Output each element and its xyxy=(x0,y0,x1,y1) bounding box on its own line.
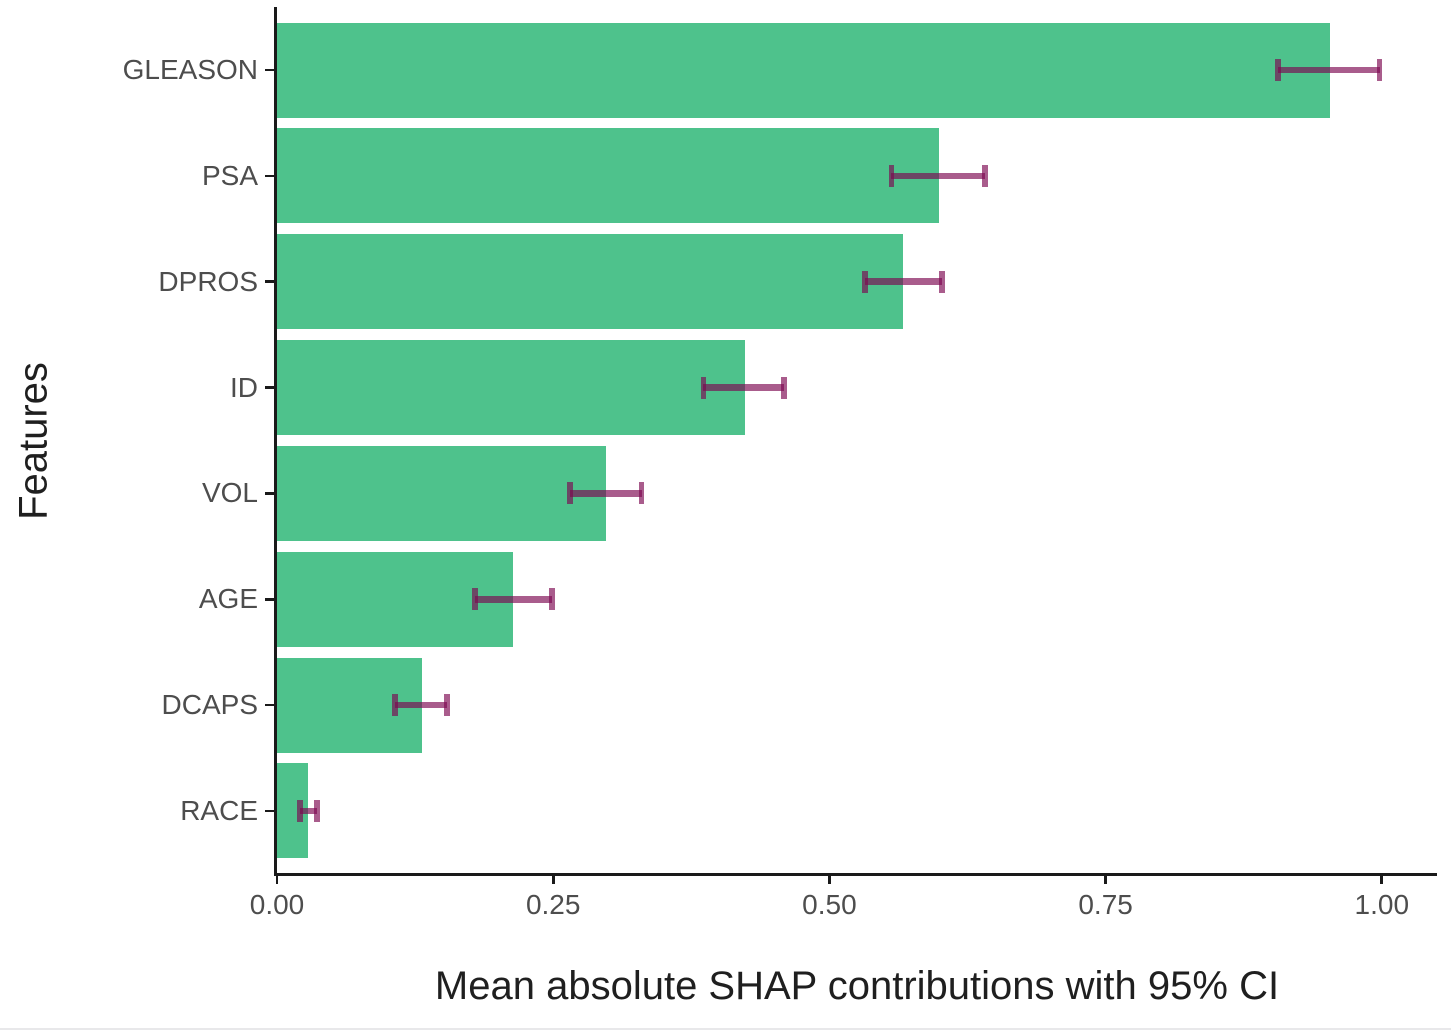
error-cap-high-vol xyxy=(638,482,645,505)
error-cap-low-age xyxy=(472,588,478,611)
y-tick-label-age: AGE xyxy=(198,583,258,615)
x-tick-0.00 xyxy=(275,875,279,884)
error-bar-psa xyxy=(891,172,986,180)
error-bar-id xyxy=(703,384,785,391)
y-tick-label-dcaps: DCAPS xyxy=(161,689,258,721)
error-cap-low-vol xyxy=(567,482,573,505)
bar-dpros xyxy=(277,234,904,330)
y-tick-age xyxy=(265,597,275,601)
error-cap-high-psa xyxy=(982,164,988,187)
y-tick-label-id: ID xyxy=(230,371,258,403)
error-cap-high-gleason xyxy=(1376,59,1383,81)
y-tick-label-gleason: GLEASON xyxy=(122,54,258,85)
x-tick-label-0.75: 0.75 xyxy=(1078,889,1133,920)
error-bar-dpros xyxy=(864,278,943,285)
error-cap-low-psa xyxy=(888,164,895,187)
x-tick-label-0.00: 0.00 xyxy=(249,889,305,920)
x-axis-line xyxy=(274,873,1438,876)
error-cap-high-dpros xyxy=(939,270,945,293)
error-cap-low-dcaps xyxy=(392,694,398,717)
error-cap-low-race xyxy=(297,799,303,822)
y-tick-psa xyxy=(265,174,275,178)
y-axis-line xyxy=(274,6,277,876)
error-cap-low-gleason xyxy=(1275,59,1281,81)
y-tick-label-vol: VOL xyxy=(201,477,258,509)
x-tick-label-1.00: 1.00 xyxy=(1354,889,1410,920)
error-bar-age xyxy=(474,596,553,603)
error-bar-vol xyxy=(569,490,642,497)
y-tick-dcaps xyxy=(265,703,275,707)
x-tick-0.25 xyxy=(551,875,555,884)
bottom-edge-divider xyxy=(0,1028,1451,1030)
error-cap-high-age xyxy=(549,588,555,611)
plot-panel xyxy=(277,7,1437,874)
y-tick-label-race: RACE xyxy=(180,794,258,826)
y-tick-race xyxy=(265,809,275,813)
x-tick-label-0.25: 0.25 xyxy=(525,889,581,920)
error-cap-low-dpros xyxy=(862,270,868,293)
bar-gleason xyxy=(277,22,1330,118)
x-tick-1.00 xyxy=(1380,875,1384,884)
y-tick-gleason xyxy=(265,68,275,72)
y-tick-label-dpros: DPROS xyxy=(158,265,258,297)
x-tick-label-0.50: 0.50 xyxy=(802,889,857,920)
error-cap-high-race xyxy=(314,799,320,822)
x-axis-title: Mean absolute SHAP contributions with 95… xyxy=(434,964,1280,1008)
error-bar-gleason xyxy=(1277,66,1380,74)
bar-vol xyxy=(277,445,607,541)
bar-id xyxy=(277,340,746,436)
error-cap-low-id xyxy=(700,376,707,399)
error-bar-race xyxy=(300,807,317,815)
x-tick-0.75 xyxy=(1104,875,1107,884)
error-bar-dcaps xyxy=(395,701,448,709)
y-tick-vol xyxy=(265,492,275,495)
x-tick-0.50 xyxy=(828,875,831,884)
error-cap-high-dcaps xyxy=(444,694,450,717)
y-tick-id xyxy=(265,386,275,389)
error-cap-high-id xyxy=(781,376,787,399)
y-tick-dpros xyxy=(265,280,275,284)
y-tick-label-psa: PSA xyxy=(201,159,258,191)
bar-psa xyxy=(277,128,939,224)
